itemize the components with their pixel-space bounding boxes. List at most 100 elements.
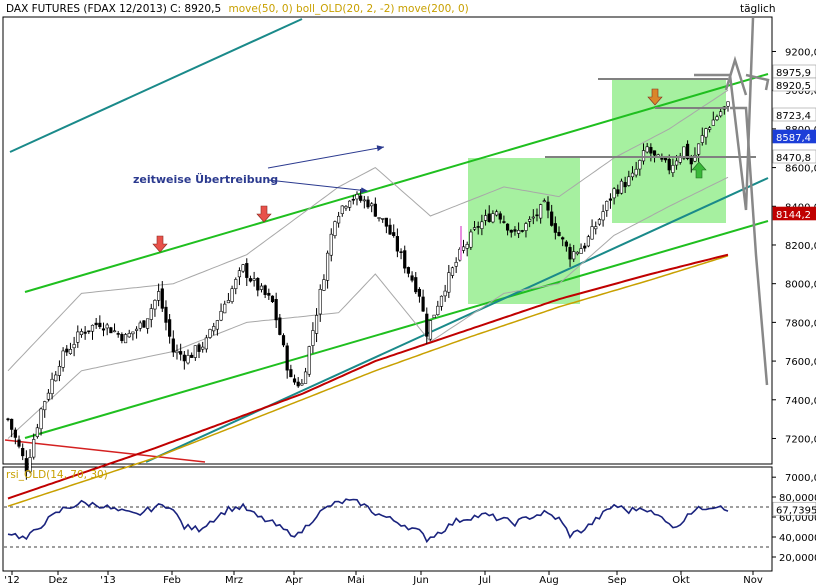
candle-body: [300, 382, 304, 386]
candle-body: [259, 285, 264, 290]
price-box: [772, 107, 816, 122]
candle-body: [616, 189, 620, 194]
bollinger-upper-band: [7, 89, 729, 372]
candle-body: [160, 288, 164, 309]
candle-body: [307, 346, 311, 375]
candle-body: [344, 205, 348, 209]
candle-body: [491, 213, 495, 223]
candle-body: [359, 195, 363, 201]
candle-body: [6, 418, 10, 421]
candle-body: [32, 439, 36, 458]
candle-body: [674, 160, 679, 166]
candle-body: [561, 237, 565, 240]
price-box-label: 8470,8: [776, 153, 811, 164]
price-box: [772, 149, 816, 164]
candle-body: [531, 216, 535, 219]
candle-body: [285, 345, 289, 371]
price-candles: [6, 101, 730, 480]
rsi-line: [7, 498, 729, 544]
candle-body: [90, 324, 95, 332]
candle-body: [553, 223, 557, 233]
candle-body: [428, 320, 433, 340]
trend-lines: [4, 18, 769, 463]
candle-body: [381, 218, 385, 220]
candle-body: [634, 168, 638, 176]
candle-body: [131, 331, 135, 335]
x-tick-label: Dez: [48, 575, 67, 586]
candle-body: [704, 128, 708, 138]
candle-body: [17, 439, 21, 447]
candle-body: [513, 229, 517, 232]
candle-body: [535, 214, 539, 217]
candle-body: [528, 218, 532, 222]
candle-body: [689, 157, 693, 165]
candle-body: [281, 335, 286, 346]
rsi-panel-frame: [2, 466, 773, 572]
candle-body: [697, 143, 701, 155]
candle-body: [348, 200, 352, 208]
candle-body: [406, 267, 411, 274]
candle-body: [399, 251, 403, 253]
candle-body: [303, 371, 308, 384]
candle-body: [630, 172, 635, 178]
projection-hook: [745, 73, 770, 91]
candle-body: [719, 111, 723, 117]
y-tick-label: 7600,0: [785, 357, 816, 368]
projection-small: [724, 55, 748, 96]
y-tick-label: 7400,0: [785, 396, 816, 407]
candle-body: [98, 322, 102, 328]
candle-body: [267, 292, 271, 296]
candle-body: [138, 322, 142, 329]
candle-body: [72, 344, 76, 349]
x-tick-label: Apr: [285, 575, 303, 586]
candle-body: [219, 310, 223, 321]
candle-body: [417, 288, 422, 297]
candle-body: [351, 198, 355, 201]
price-box: [772, 77, 816, 92]
candle-body: [171, 338, 175, 353]
candle-body: [274, 298, 278, 321]
candle-body: [355, 194, 359, 200]
candle-body: [461, 246, 466, 251]
candle-body: [601, 211, 605, 221]
candle-body: [663, 157, 668, 161]
candle-body: [120, 334, 124, 342]
candle-body: [564, 241, 568, 247]
candle-body: [230, 288, 234, 302]
candle-body: [627, 176, 631, 186]
candle-body: [193, 345, 197, 358]
lower-channel-line: [24, 220, 769, 439]
candle-body: [157, 291, 161, 301]
candle-body: [142, 320, 146, 328]
candle-body: [605, 200, 609, 211]
candle-body: [337, 215, 341, 224]
candle-body: [39, 408, 43, 430]
signal-arrows: [152, 88, 707, 253]
candle-body: [597, 219, 602, 225]
rsi-value-label: 67,7395: [776, 505, 816, 516]
candle-body: [248, 278, 253, 282]
candle-body: [168, 319, 172, 337]
price-box: [772, 206, 816, 221]
candle-body: [450, 267, 455, 276]
candle-body: [329, 233, 333, 256]
rsi-legend: rsi_OLD(14, 70, 30): [6, 469, 108, 481]
rsi-value-box: [772, 501, 816, 516]
indicator-lines: [7, 89, 729, 507]
candle-body: [652, 150, 657, 156]
candle-body: [179, 351, 183, 355]
candle-body: [318, 289, 322, 315]
candle-body: [35, 427, 39, 437]
autumn-rally-zone: [612, 80, 726, 223]
candle-body: [245, 263, 249, 278]
candle-body: [557, 231, 561, 236]
candle-body: [65, 348, 69, 353]
candle-body: [377, 217, 381, 219]
candle-body: [21, 448, 25, 457]
candle-body: [494, 211, 499, 216]
candle-body: [50, 378, 54, 395]
candle-body: [252, 278, 256, 281]
candle-body: [443, 290, 447, 297]
candle-body: [421, 296, 425, 312]
